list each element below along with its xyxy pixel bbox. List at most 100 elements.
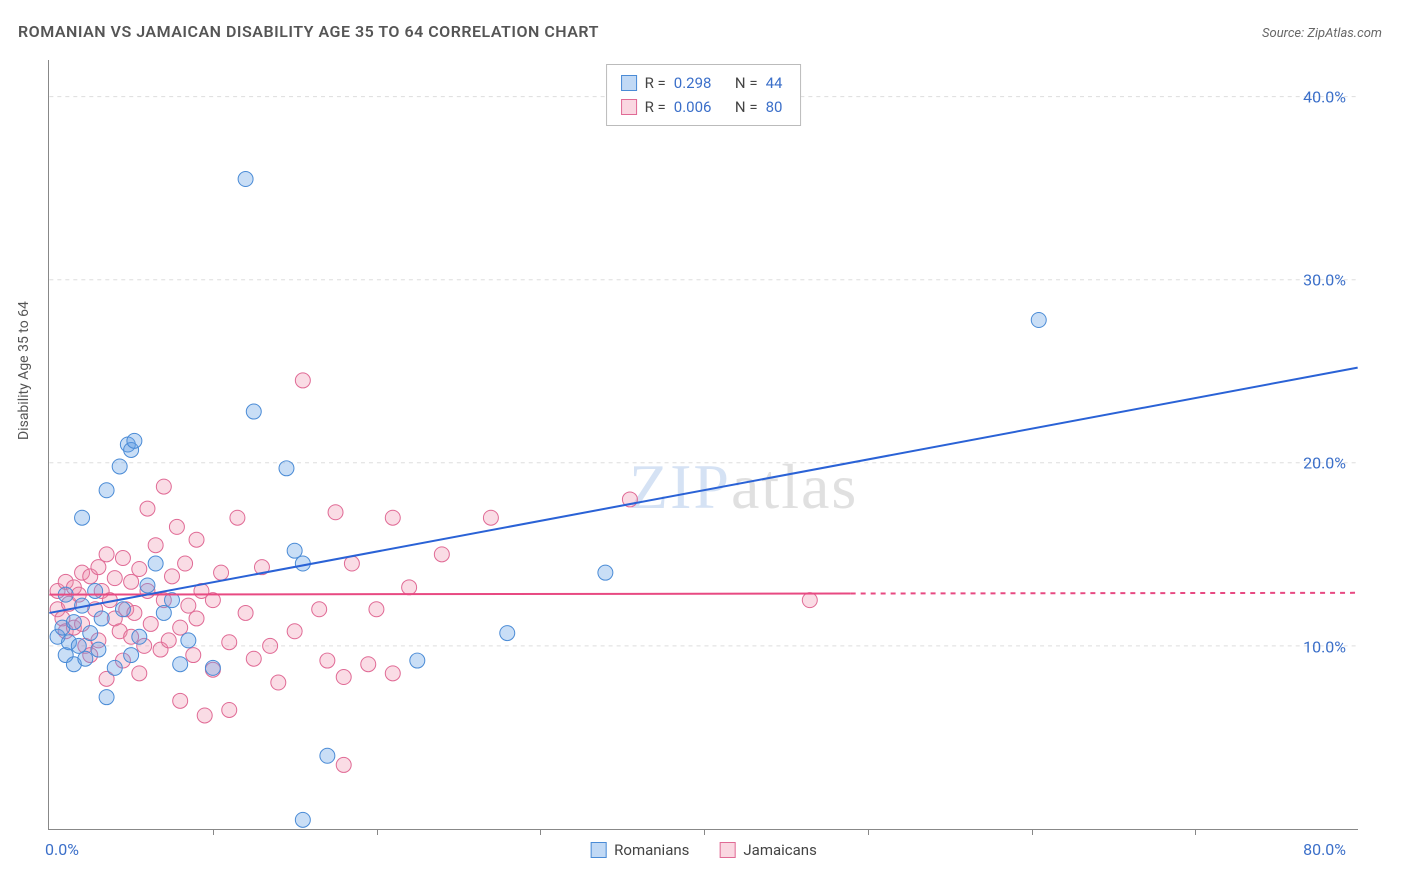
data-point [295,812,310,827]
data-point [312,602,327,617]
legend-item-jamaicans: Jamaicans [719,841,816,859]
square-icon [719,842,735,858]
data-point [127,433,142,448]
data-point [75,510,90,525]
data-point [169,519,184,534]
trend-line [49,594,850,595]
data-point [132,562,147,577]
stats-legend: R = 0.298 N = 44 R = 0.006 N = 80 [606,64,802,126]
data-point [91,560,106,575]
data-point [238,172,253,187]
r-value: 0.006 [674,95,712,119]
y-tick-label: 10.0% [1303,637,1346,656]
y-tick-label: 20.0% [1303,454,1346,473]
data-point [402,580,417,595]
data-point [483,510,498,525]
data-point [320,748,335,763]
data-point [197,708,212,723]
data-point [271,675,286,690]
x-tick [1195,829,1196,835]
data-point [78,651,93,666]
data-point [328,505,343,520]
legend-item-romanians: Romanians [590,841,689,859]
data-point [385,666,400,681]
data-point [173,693,188,708]
data-point [246,651,261,666]
data-point [1031,313,1046,328]
data-point [156,479,171,494]
n-label: N = [735,71,758,95]
plot-area: ZIPatlas R = 0.298 N = 44 R = 0.006 N = … [48,60,1358,830]
x-tick [1032,829,1033,835]
data-point [99,483,114,498]
data-point [222,635,237,650]
data-point [148,538,163,553]
r-label: R = [645,71,666,95]
x-tick [213,829,214,835]
data-point [598,565,613,580]
data-point [112,459,127,474]
chart-svg [49,60,1358,829]
data-point [94,611,109,626]
data-point [143,616,158,631]
data-point [132,666,147,681]
data-point [124,574,139,589]
x-tick-label-min: 0.0% [45,840,79,859]
data-point [295,373,310,388]
data-point [107,571,122,586]
chart-title: ROMANIAN VS JAMAICAN DISABILITY AGE 35 T… [18,22,599,41]
data-point [165,569,180,584]
x-tick [377,829,378,835]
data-point [107,660,122,675]
stats-row-jamaicans: R = 0.006 N = 80 [621,95,783,119]
data-point [173,620,188,635]
data-point [140,578,155,593]
n-label: N = [735,95,758,119]
data-point [186,648,201,663]
data-point [132,629,147,644]
y-axis-label: Disability Age 35 to 64 [16,301,32,440]
trend-line [49,368,1357,613]
data-point [214,565,229,580]
series-legend: Romanians Jamaicans [590,841,817,859]
y-tick-label: 40.0% [1303,87,1346,106]
data-point [115,551,130,566]
r-label: R = [645,95,666,119]
data-point [287,624,302,639]
data-point [99,547,114,562]
data-point [161,633,176,648]
data-point [189,611,204,626]
data-point [802,593,817,608]
x-tick [868,829,869,835]
data-point [99,690,114,705]
data-point [369,602,384,617]
data-point [344,556,359,571]
data-point [88,583,103,598]
square-icon [621,75,637,91]
data-point [91,642,106,657]
data-point [83,626,98,641]
data-point [140,501,155,516]
data-point [178,556,193,571]
data-point [124,648,139,663]
data-point [361,657,376,672]
r-value: 0.298 [674,71,712,95]
data-point [230,510,245,525]
legend-label: Romanians [614,841,689,859]
data-point [385,510,400,525]
stats-row-romanians: R = 0.298 N = 44 [621,71,783,95]
trend-line-dashed [851,593,1358,594]
data-point [263,638,278,653]
data-point [189,532,204,547]
n-value: 44 [766,71,783,95]
data-point [410,653,425,668]
data-point [287,543,302,558]
n-value: 80 [766,95,783,119]
data-point [434,547,449,562]
square-icon [590,842,606,858]
data-point [246,404,261,419]
data-point [279,461,294,476]
data-point [115,602,130,617]
x-tick-label-max: 80.0% [1303,840,1346,859]
data-point [205,660,220,675]
